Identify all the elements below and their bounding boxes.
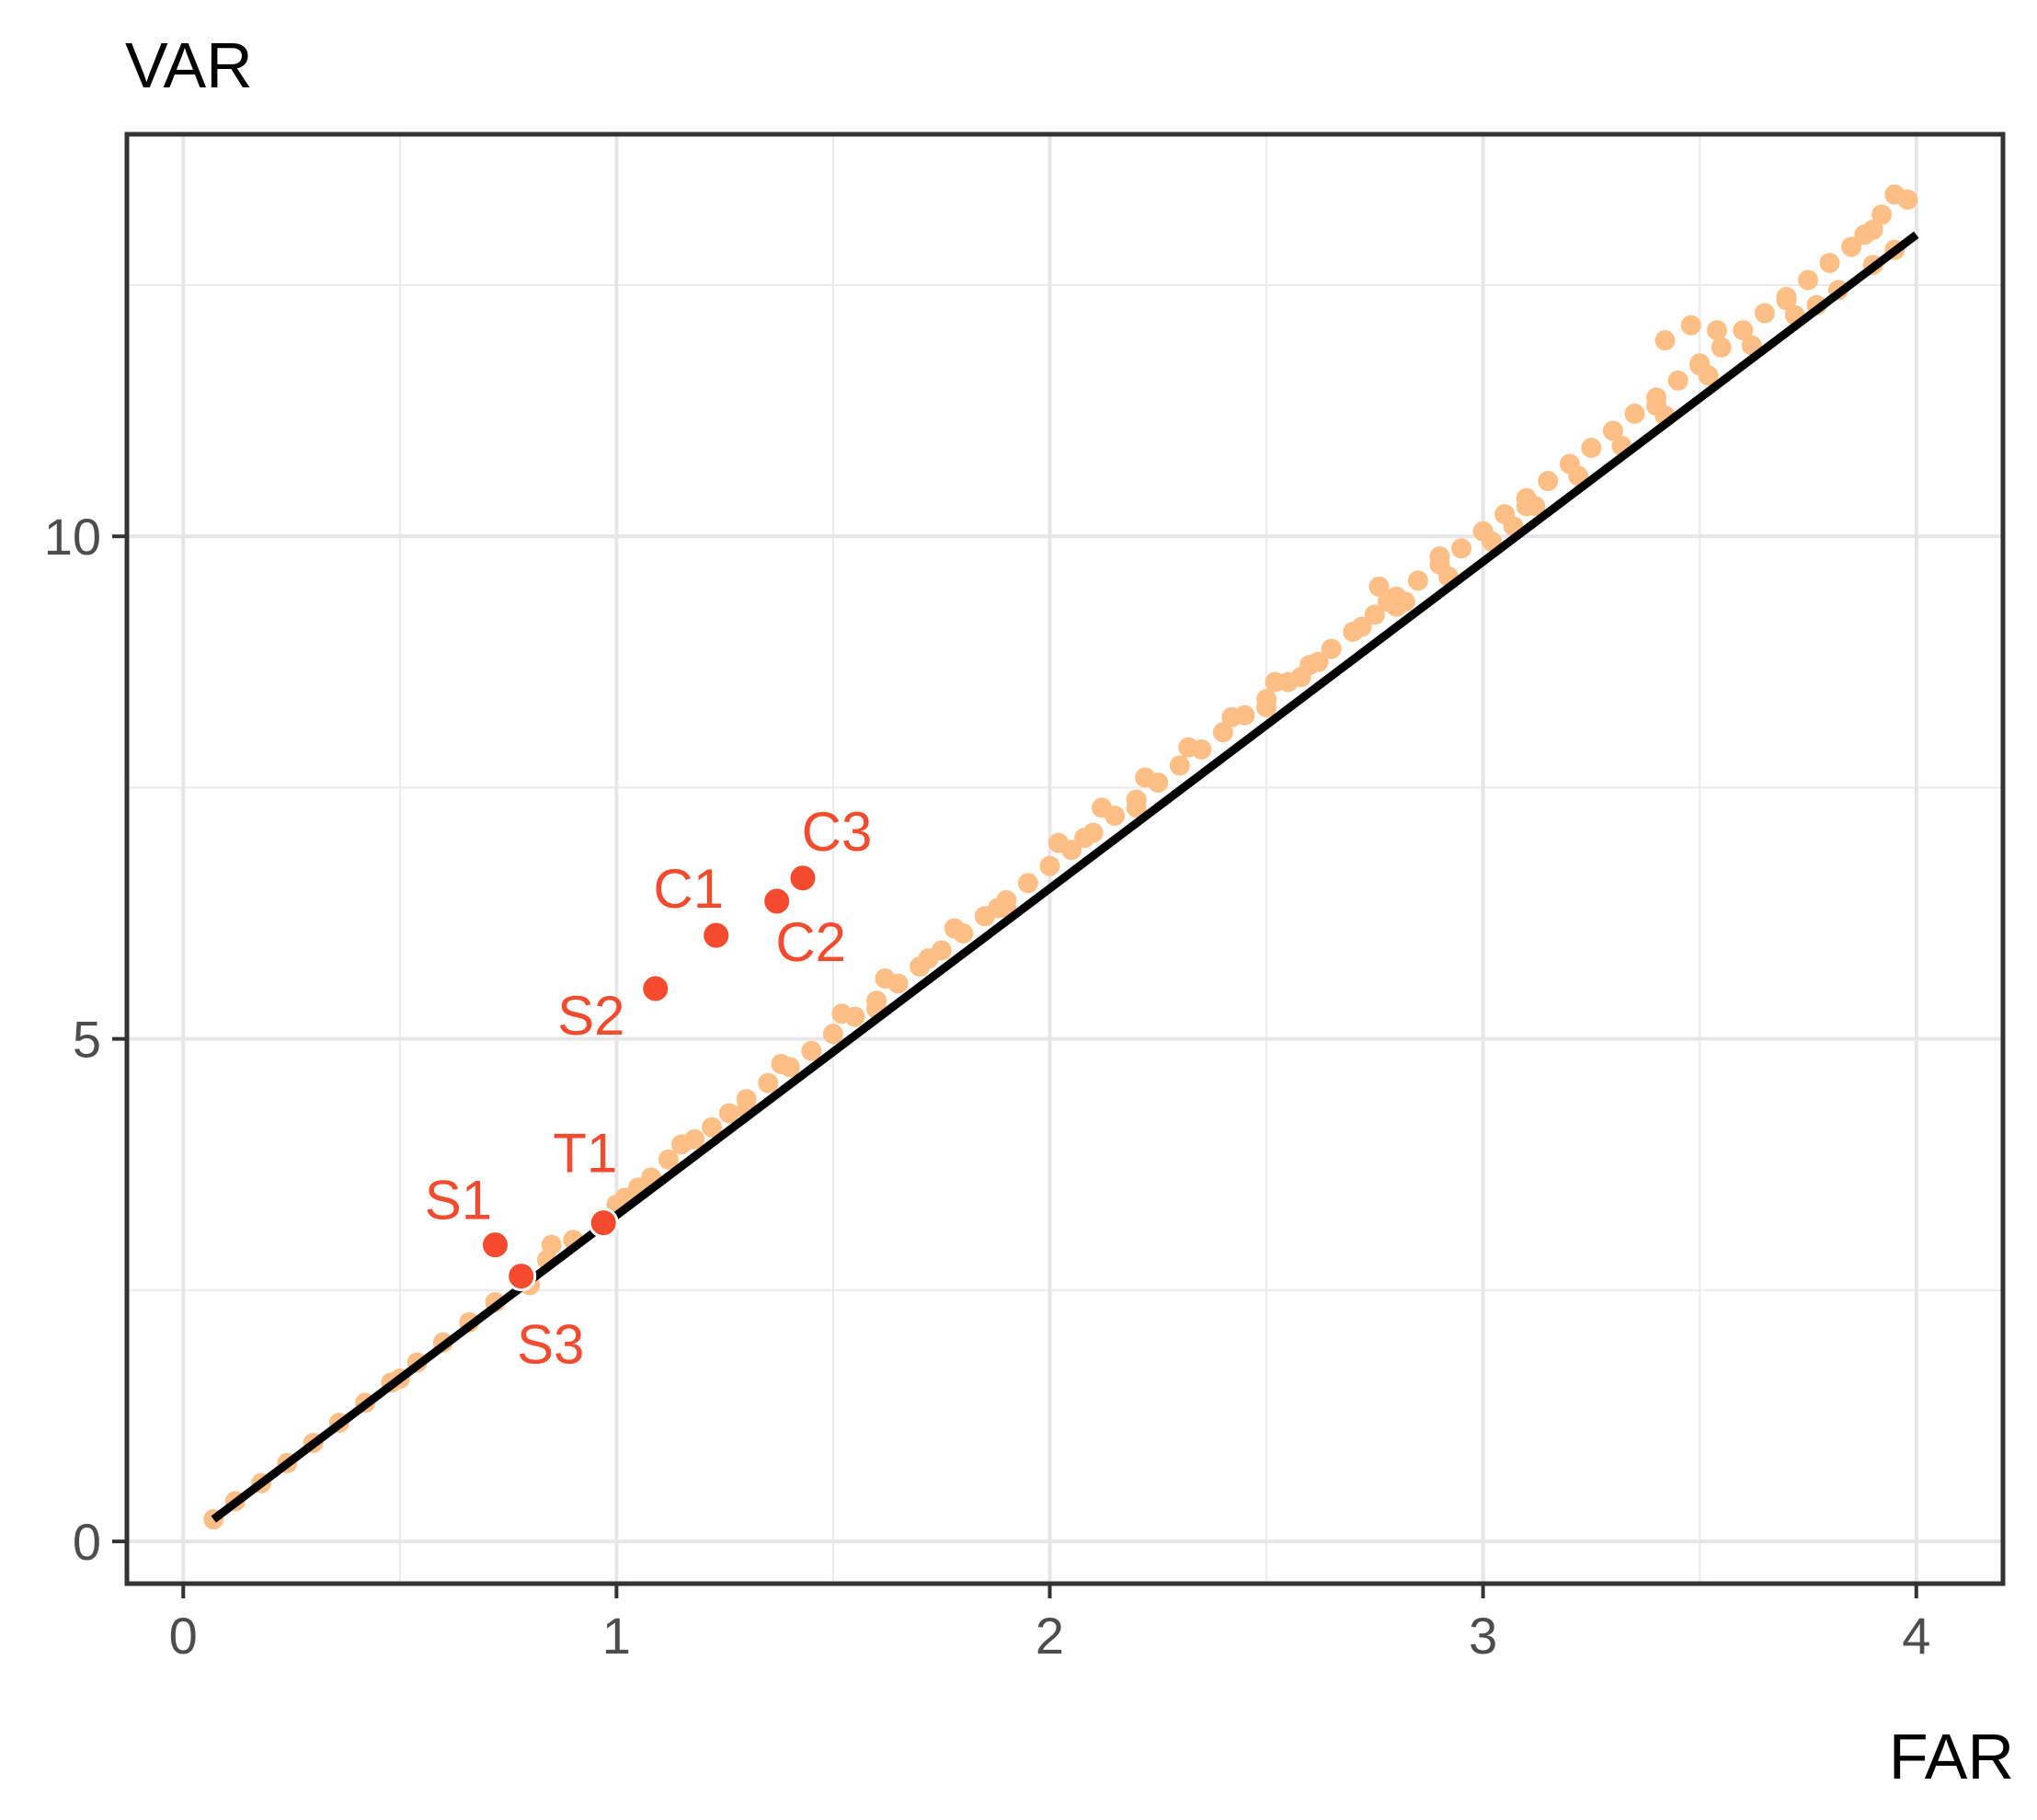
background-point [1221,706,1242,727]
background-point [1407,570,1428,591]
background-point [1047,832,1069,853]
background-point [831,1003,853,1024]
background-point [1429,546,1450,567]
background-point [1667,370,1688,391]
background-point [1308,651,1329,672]
background-point [1290,667,1311,688]
background-point [1039,855,1060,876]
background-point [1602,420,1623,441]
highlight-point-c2 [761,886,793,917]
point-label-c3: C3 [802,801,873,863]
background-point [822,1024,843,1045]
highlight-point-c1 [701,920,732,951]
point-label-c2: C2 [775,911,846,973]
point-label-s2: S2 [557,985,624,1047]
point-labels: S1 S3 T1 S2 C1 C2 C3 [425,801,873,1376]
background-point [1654,330,1676,351]
background-point [702,1116,723,1138]
y-axis: 0 5 10 [44,508,127,1571]
background-point [1092,797,1113,818]
background-point [1707,320,1728,341]
background-point [1689,355,1711,376]
background-point [1451,538,1472,559]
background-point [1256,696,1277,717]
point-label-c1: C1 [653,858,724,920]
point-label-t1: T1 [553,1123,617,1185]
background-point [1265,671,1286,693]
background-point [758,1072,779,1093]
background-point [1680,315,1701,336]
plot-panel-border [124,132,2006,1586]
y-tick-label: 5 [73,1011,101,1069]
point-label-s1: S1 [425,1170,492,1231]
background-point [1862,219,1883,240]
background-point [1169,755,1190,776]
x-axis-title: FAR [1889,1721,2014,1792]
background-point [718,1103,739,1124]
fit-line [211,231,1919,1523]
background-point [1368,576,1390,597]
highlight-points [479,863,818,1292]
background-point [1646,395,1667,417]
background-point [1624,403,1645,424]
background-point [1871,204,1893,225]
background-point [1017,873,1038,894]
background-point [1581,437,1602,458]
background-point [1135,767,1156,788]
background-point [671,1134,692,1155]
background-point [541,1234,562,1255]
background-point [801,1040,822,1061]
background-point [1711,337,1732,358]
background-point [1754,303,1775,324]
highlight-point-s3 [506,1261,537,1292]
background-point [1351,616,1372,637]
highlight-point-c3 [787,863,818,894]
background-point [1386,596,1407,617]
background-point [1733,320,1754,341]
y-tick-label: 0 [73,1513,101,1571]
background-point [771,1053,792,1074]
background-point [931,940,952,961]
background-point [1212,722,1233,743]
x-tick-label: 1 [602,1607,631,1665]
background-point [1516,496,1537,517]
background-point [1538,471,1559,492]
background-point [658,1149,679,1170]
highlight-point-s2 [640,973,671,1004]
x-tick-label: 4 [1902,1607,1930,1665]
y-axis-title: VAR [125,29,253,101]
x-tick-label: 2 [1036,1607,1064,1665]
background-point [1841,236,1862,258]
background-point [1819,252,1840,273]
x-tick-label: 0 [169,1607,198,1665]
x-axis: 0 1 2 3 4 [169,1584,1930,1665]
x-tick-label: 3 [1469,1607,1497,1665]
y-tick-label: 10 [44,508,101,566]
background-point [1364,604,1385,625]
background-point [1776,290,1797,311]
highlight-point-s1 [479,1230,510,1261]
background-point [1082,822,1104,843]
background-point [875,968,896,990]
background-points [203,184,1918,1530]
background-point [944,918,965,939]
background-point [1126,797,1147,818]
background-point [1178,737,1199,758]
background-point [1321,638,1342,659]
point-label-s3: S3 [517,1314,584,1376]
highlight-point-t1 [588,1208,619,1239]
background-point [1897,189,1918,211]
background-point [1797,269,1818,291]
grid [127,134,2003,1584]
